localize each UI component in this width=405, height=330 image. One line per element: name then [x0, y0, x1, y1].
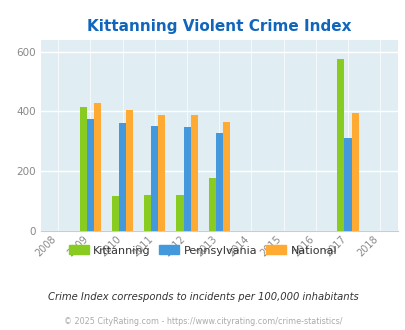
Text: Crime Index corresponds to incidents per 100,000 inhabitants: Crime Index corresponds to incidents per… — [47, 292, 358, 302]
Bar — [190, 115, 197, 231]
Bar — [215, 133, 222, 231]
Bar — [144, 194, 151, 231]
Bar — [80, 107, 87, 231]
Bar — [176, 194, 183, 231]
Bar — [126, 110, 133, 231]
Title: Kittanning Violent Crime Index: Kittanning Violent Crime Index — [87, 19, 351, 34]
Bar — [337, 59, 343, 231]
Bar — [87, 119, 94, 231]
Bar — [183, 127, 190, 231]
Bar — [222, 122, 229, 231]
Bar — [351, 113, 358, 231]
Bar — [151, 126, 158, 231]
Legend: Kittanning, Pennsylvania, National: Kittanning, Pennsylvania, National — [64, 241, 341, 260]
Bar — [119, 123, 126, 231]
Bar — [94, 103, 101, 231]
Text: © 2025 CityRating.com - https://www.cityrating.com/crime-statistics/: © 2025 CityRating.com - https://www.city… — [64, 317, 341, 326]
Bar — [112, 196, 119, 231]
Bar — [158, 115, 165, 231]
Bar — [208, 178, 215, 231]
Bar — [343, 138, 351, 231]
